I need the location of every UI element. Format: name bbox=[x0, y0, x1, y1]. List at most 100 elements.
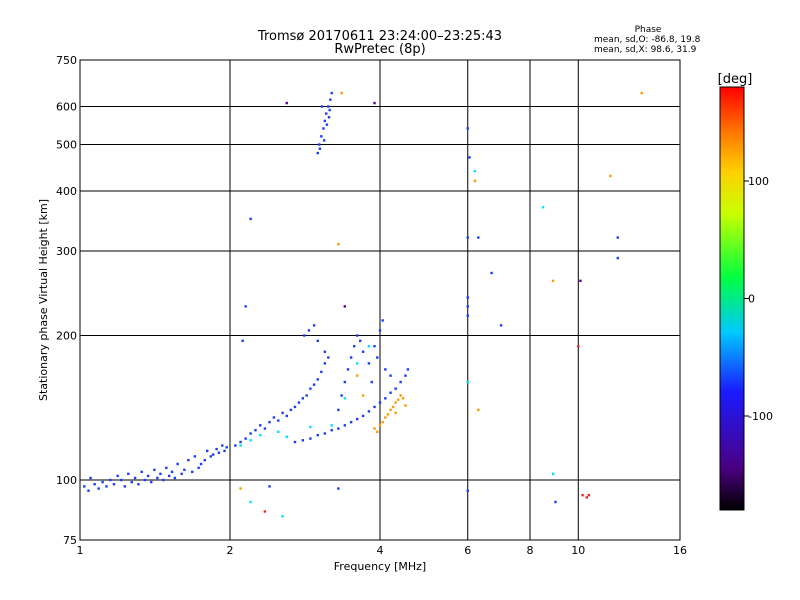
colorbar-ticks: 100 0 -100 bbox=[744, 175, 773, 423]
data-point bbox=[285, 414, 288, 418]
colorbar-tick-label: 0 bbox=[748, 293, 755, 306]
plot-frame bbox=[79, 59, 681, 541]
data-point bbox=[112, 483, 116, 486]
colorbar bbox=[719, 86, 745, 511]
data-point bbox=[153, 468, 156, 472]
data-point bbox=[105, 485, 108, 488]
data-point bbox=[337, 487, 340, 490]
data-point bbox=[337, 408, 340, 412]
colorbar-tick-label: -100 bbox=[748, 410, 773, 423]
data-point bbox=[384, 416, 387, 419]
data-point bbox=[277, 419, 280, 422]
data-point bbox=[477, 408, 480, 412]
data-point bbox=[330, 429, 333, 432]
data-point bbox=[404, 404, 407, 407]
data-point bbox=[309, 387, 312, 390]
data-point bbox=[97, 487, 100, 490]
data-point bbox=[281, 411, 284, 415]
data-point bbox=[343, 424, 347, 427]
data-point bbox=[404, 374, 407, 377]
data-point bbox=[272, 416, 276, 419]
data-point bbox=[217, 451, 221, 454]
data-point bbox=[466, 489, 469, 492]
data-point bbox=[577, 345, 580, 348]
data-point bbox=[328, 108, 331, 112]
data-point bbox=[130, 480, 133, 484]
data-point bbox=[259, 424, 262, 427]
data-point bbox=[616, 236, 619, 239]
data-point bbox=[301, 397, 305, 400]
data-point bbox=[268, 485, 271, 488]
data-point bbox=[355, 374, 359, 377]
data-point bbox=[89, 476, 92, 480]
data-point bbox=[137, 483, 140, 486]
y-tick-label: 750 bbox=[56, 54, 77, 67]
data-point bbox=[389, 408, 392, 412]
data-point bbox=[297, 401, 301, 404]
data-point bbox=[303, 334, 306, 337]
data-point bbox=[349, 356, 353, 359]
data-point bbox=[466, 236, 469, 239]
data-point bbox=[307, 329, 311, 332]
data-point bbox=[249, 217, 252, 221]
data-point bbox=[343, 380, 347, 384]
data-point bbox=[394, 401, 397, 404]
data-point bbox=[640, 91, 643, 95]
data-point bbox=[323, 119, 327, 123]
data-point bbox=[268, 420, 271, 424]
data-point bbox=[325, 123, 329, 126]
y-tick-label: 400 bbox=[56, 185, 77, 198]
x-tick-label: 10 bbox=[571, 544, 585, 557]
data-point bbox=[367, 362, 371, 365]
data-point bbox=[490, 271, 493, 275]
data-point bbox=[327, 356, 330, 359]
data-point bbox=[358, 339, 362, 343]
data-point bbox=[183, 468, 186, 472]
data-point bbox=[127, 472, 130, 476]
data-point bbox=[120, 478, 123, 482]
data-point bbox=[123, 485, 126, 488]
data-point bbox=[239, 444, 242, 447]
data-point bbox=[343, 305, 347, 308]
y-tick-label: 300 bbox=[56, 245, 77, 258]
y-tick-label: 200 bbox=[56, 330, 77, 343]
phase-stats-line1: mean, sd,O: -86.8, 19.8 bbox=[594, 35, 701, 45]
data-point bbox=[191, 470, 194, 474]
data-point bbox=[466, 380, 469, 384]
data-point bbox=[323, 432, 327, 435]
colorbar-label: [deg] bbox=[718, 72, 753, 87]
data-point bbox=[322, 139, 326, 142]
data-point bbox=[320, 370, 323, 374]
data-point bbox=[330, 424, 333, 427]
data-point bbox=[239, 440, 242, 444]
data-point bbox=[322, 127, 325, 130]
data-point bbox=[301, 439, 305, 442]
data-point bbox=[285, 435, 288, 439]
x-tick-label: 6 bbox=[464, 544, 471, 557]
data-point bbox=[373, 405, 376, 409]
data-point bbox=[340, 394, 343, 397]
data-point bbox=[468, 156, 471, 159]
data-point bbox=[337, 427, 340, 430]
data-point bbox=[197, 466, 200, 470]
data-point bbox=[323, 362, 327, 365]
data-point bbox=[162, 478, 165, 482]
data-point bbox=[391, 405, 395, 409]
data-point bbox=[477, 236, 480, 239]
data-point bbox=[499, 324, 503, 327]
data-point bbox=[381, 319, 384, 322]
data-point bbox=[330, 91, 333, 95]
data-point bbox=[143, 478, 147, 482]
data-point bbox=[318, 147, 322, 150]
data-point bbox=[616, 256, 619, 260]
data-point bbox=[211, 453, 215, 456]
data-point bbox=[378, 329, 382, 332]
data-point bbox=[221, 444, 224, 447]
data-point bbox=[249, 432, 252, 435]
data-point bbox=[389, 374, 392, 377]
data-point bbox=[239, 487, 242, 490]
data-point bbox=[101, 480, 104, 484]
data-point bbox=[329, 98, 332, 101]
grid bbox=[80, 60, 680, 540]
x-tick-label: 16 bbox=[673, 544, 687, 557]
